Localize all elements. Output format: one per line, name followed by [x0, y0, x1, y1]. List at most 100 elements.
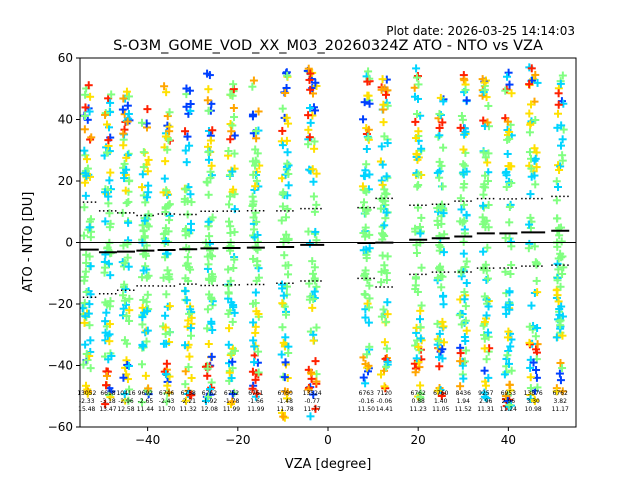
data-point — [86, 262, 95, 271]
data-point — [202, 396, 211, 405]
data-point — [479, 148, 488, 157]
data-point — [122, 165, 131, 174]
bin-annotation: 10416 — [116, 390, 135, 397]
data-point — [531, 180, 540, 189]
data-point — [414, 170, 423, 179]
data-point — [81, 151, 90, 160]
data-point — [461, 316, 470, 325]
data-point — [460, 295, 469, 304]
bin-annotation: 13876 — [524, 390, 543, 397]
data-point — [105, 320, 114, 329]
data-point — [362, 245, 371, 254]
data-point — [361, 269, 370, 278]
data-point — [533, 78, 542, 87]
data-point — [224, 146, 233, 155]
data-point — [161, 157, 170, 166]
data-point — [553, 123, 562, 132]
data-point — [507, 261, 516, 270]
data-point — [312, 169, 321, 178]
data-point — [279, 412, 288, 421]
data-point — [252, 158, 261, 167]
data-point — [414, 181, 423, 190]
data-point — [119, 141, 128, 150]
data-point — [359, 373, 368, 382]
data-point — [311, 357, 320, 366]
data-point — [556, 141, 565, 150]
data-point — [524, 244, 533, 253]
data-point — [554, 89, 563, 98]
data-point — [436, 262, 445, 271]
data-point — [144, 271, 153, 280]
data-point — [365, 99, 374, 108]
data-point — [124, 109, 133, 118]
data-point — [105, 209, 114, 218]
data-point — [208, 252, 217, 261]
data-point — [139, 266, 148, 275]
data-point — [382, 275, 391, 284]
data-point — [161, 132, 170, 141]
bin-annotation: 6953 — [501, 390, 516, 397]
data-point — [101, 217, 110, 226]
data-point — [417, 301, 426, 310]
data-point — [480, 334, 489, 343]
data-point — [277, 216, 286, 225]
data-point — [365, 230, 374, 239]
data-point — [557, 237, 566, 246]
data-point — [207, 293, 216, 302]
data-point — [501, 267, 510, 276]
data-point — [383, 101, 392, 110]
data-point — [104, 355, 113, 364]
data-point — [284, 161, 293, 170]
bin-annotation: 11.70 — [158, 406, 175, 413]
plot-date: Plot date: 2026-03-25 14:14:03 — [386, 24, 575, 38]
data-point — [456, 382, 465, 391]
data-point — [251, 182, 260, 191]
data-point — [165, 216, 174, 225]
data-point — [459, 237, 468, 246]
data-point — [279, 188, 288, 197]
data-point — [503, 72, 512, 81]
data-point — [181, 274, 190, 283]
data-point — [552, 333, 561, 342]
data-point — [378, 75, 387, 84]
data-point — [161, 370, 170, 379]
y-tick-label: −20 — [48, 297, 73, 311]
data-point — [531, 332, 540, 341]
data-point — [254, 107, 263, 116]
data-point — [230, 308, 239, 317]
data-point — [361, 232, 370, 241]
data-point — [439, 209, 448, 218]
data-point — [230, 149, 239, 158]
data-point — [525, 109, 534, 118]
data-point — [377, 370, 386, 379]
data-point — [86, 364, 95, 373]
data-point — [363, 275, 372, 284]
data-point — [121, 186, 130, 195]
data-point — [310, 263, 319, 272]
data-point — [282, 136, 291, 145]
data-point — [555, 310, 564, 319]
data-point — [533, 259, 542, 268]
data-point — [183, 132, 192, 141]
bin-annotation: 13052 — [77, 390, 96, 397]
data-point — [165, 270, 174, 279]
bin-annotation: 1.94 — [457, 398, 471, 405]
data-point — [306, 412, 315, 421]
y-tick-label: 20 — [58, 174, 73, 188]
data-point — [278, 126, 287, 135]
data-point — [183, 197, 192, 206]
data-point — [86, 92, 95, 101]
data-point — [122, 199, 131, 208]
data-point — [248, 384, 257, 393]
data-point — [251, 375, 260, 384]
data-point — [138, 170, 147, 179]
data-point — [207, 161, 216, 170]
x-tick-label: −20 — [225, 433, 250, 447]
data-point — [359, 171, 368, 180]
data-point — [479, 190, 488, 199]
data-point — [553, 182, 562, 191]
data-point — [227, 127, 236, 136]
data-point — [481, 153, 490, 162]
data-point — [280, 234, 289, 243]
